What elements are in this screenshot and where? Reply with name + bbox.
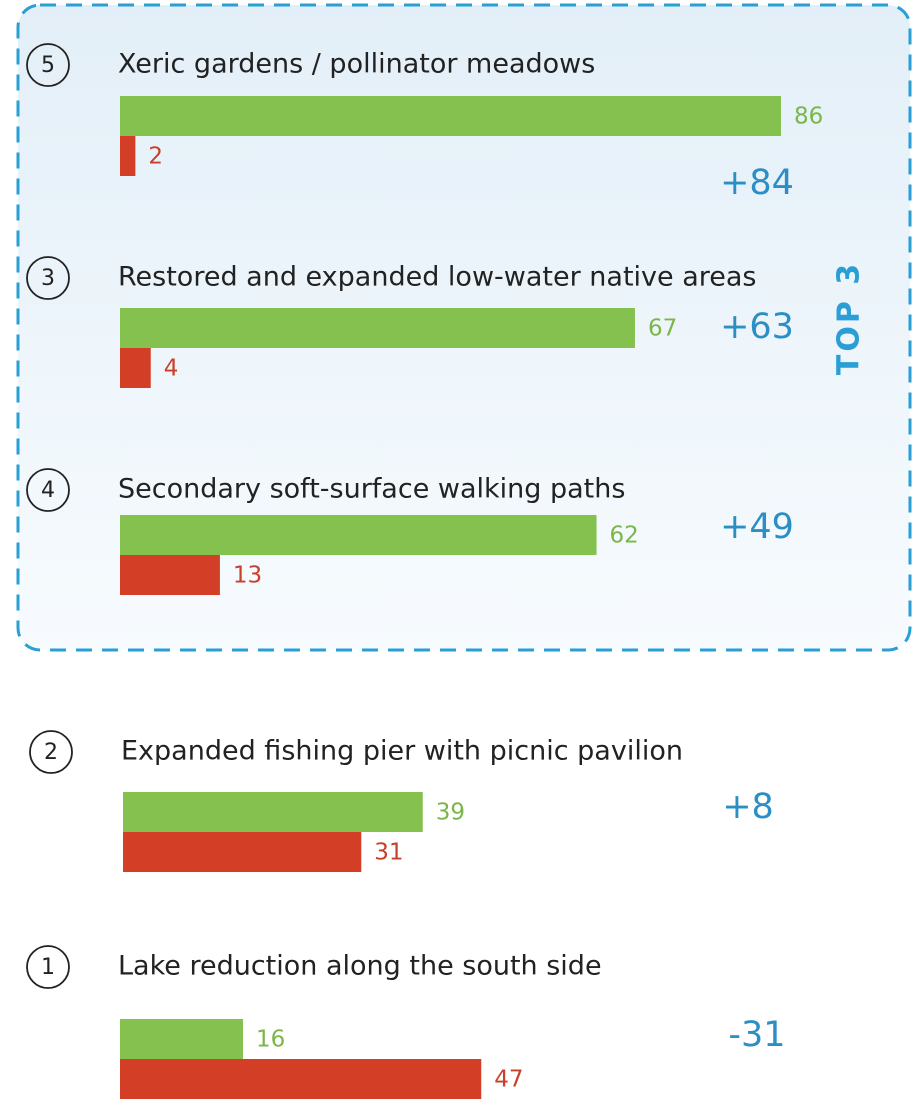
value-label: 31 <box>374 840 403 866</box>
bar <box>123 792 423 832</box>
bar <box>123 832 362 872</box>
value-label: 2 <box>148 144 163 170</box>
annotation: TOP 3 <box>832 261 867 375</box>
rank: 1 <box>41 955 55 980</box>
category-label: Xeric gardens / pollinator meadows <box>118 49 595 80</box>
rank-circle <box>26 945 70 989</box>
bar <box>120 308 635 348</box>
net-label: +84 <box>720 163 794 203</box>
net-label: +49 <box>720 507 794 547</box>
rank-circle <box>26 43 70 87</box>
value-label: 86 <box>794 104 823 130</box>
rank-circle <box>29 730 73 774</box>
category-label: Expanded fishing pier with picnic pavili… <box>121 736 683 767</box>
category-label: Secondary soft-surface walking paths <box>118 474 625 505</box>
bar <box>120 1019 243 1059</box>
value-label: 13 <box>233 563 262 589</box>
bar <box>120 1059 482 1099</box>
rank: 5 <box>41 53 55 78</box>
rank: 3 <box>41 266 55 291</box>
value-label: 39 <box>436 800 465 826</box>
bar <box>120 555 220 595</box>
bar <box>120 96 781 136</box>
category-label: Lake reduction along the south side <box>118 951 602 982</box>
rank: 4 <box>41 478 55 503</box>
net-label: -31 <box>728 1015 785 1055</box>
category-label: Restored and expanded low-water native a… <box>118 262 756 293</box>
bar <box>120 136 136 176</box>
rank-circle <box>26 468 70 512</box>
bar <box>120 348 151 388</box>
value-label: 67 <box>648 316 677 342</box>
value-label: 62 <box>610 523 639 549</box>
value-label: 4 <box>164 356 179 382</box>
net-label: +63 <box>720 307 794 347</box>
bar <box>120 515 597 555</box>
value-label: 16 <box>256 1027 285 1053</box>
net-label: +8 <box>722 787 774 827</box>
value-label: 47 <box>494 1067 523 1093</box>
rank-circle <box>26 256 70 300</box>
rank: 2 <box>44 740 58 765</box>
